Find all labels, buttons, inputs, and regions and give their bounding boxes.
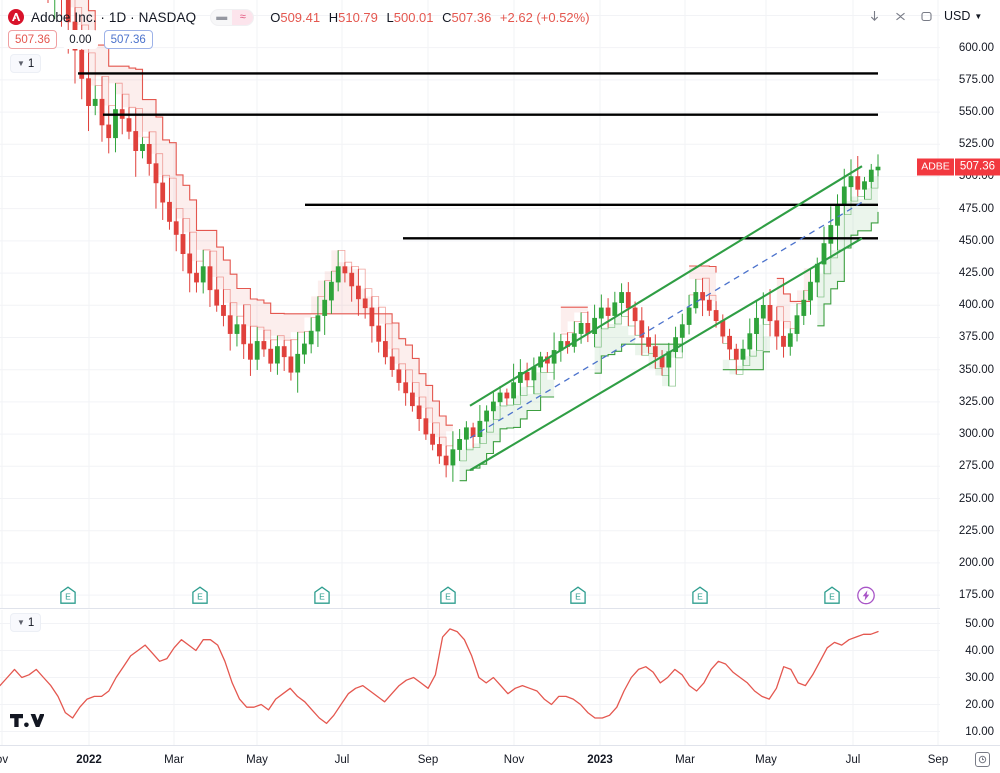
currency-label: USD <box>944 9 971 23</box>
ohlc-values: O509.41 H510.79 L500.01 C507.36 +2.62 (+… <box>270 10 589 25</box>
price-tick: 600.00 <box>958 41 994 54</box>
price-tick: 375.00 <box>958 331 994 344</box>
low-value: 500.01 <box>393 9 434 25</box>
indicator-pane-count: 1 <box>27 616 35 629</box>
price-tick: 550.00 <box>958 106 994 119</box>
open-value: 509.41 <box>280 9 321 25</box>
indicator-tick: 10.00 <box>965 725 994 738</box>
fullscreen-icon[interactable] <box>914 4 938 28</box>
supertrend-value-badge[interactable]: 507.36 <box>8 30 58 49</box>
last-price-badge[interactable]: ADBE 507.36 <box>917 158 1000 176</box>
chart-style-toggle[interactable]: ▬ ≈ <box>210 8 255 26</box>
main-pane-count: 1 <box>27 57 35 70</box>
time-tick: May <box>246 754 268 766</box>
change-value: +2.62 (+0.52%) <box>499 9 590 25</box>
svg-text:E: E <box>829 592 835 602</box>
last-price-symbol: ADBE <box>917 158 955 176</box>
time-tick: Jul <box>845 754 861 766</box>
indicator-tick: 40.00 <box>965 644 994 657</box>
lightning-bolt-icon[interactable] <box>857 586 876 605</box>
svg-text:E: E <box>575 592 581 602</box>
time-scale[interactable]: ov 2022 Mar May Jul Sep Nov 2023 Mar May Jul Sep <box>0 745 1000 773</box>
price-tick: 200.00 <box>958 556 994 569</box>
pane-divider[interactable] <box>0 608 1000 609</box>
adobe-logo-icon <box>8 9 24 25</box>
high-label: H <box>328 9 339 25</box>
price-tick: 325.00 <box>958 395 994 408</box>
heikin-ashi-style-icon[interactable]: ≈ <box>232 9 254 25</box>
earnings-marker[interactable]: E <box>60 586 77 605</box>
time-tick: Mar <box>164 754 184 766</box>
indicator-tick: 50.00 <box>965 617 994 630</box>
svg-text:E: E <box>197 592 203 602</box>
close-value: 507.36 <box>451 9 492 25</box>
main-chart-pane[interactable] <box>0 0 940 608</box>
earnings-marker[interactable]: E <box>692 586 709 605</box>
price-tick: 300.00 <box>958 428 994 441</box>
zero-value-label: 0.00 <box>63 30 98 49</box>
close-label: C <box>442 9 452 25</box>
price-tick: 250.00 <box>958 492 994 505</box>
time-tick: Mar <box>675 754 695 766</box>
ma-value-badge[interactable]: 507.36 <box>103 30 153 49</box>
time-tick: Sep <box>417 754 439 766</box>
last-price-value: 507.36 <box>954 158 1000 176</box>
open-label: O <box>270 9 281 25</box>
main-pane-collapse-button[interactable]: ▼ 1 <box>10 54 42 73</box>
time-tick: Jul <box>334 754 350 766</box>
indicator-value-badges: 507.36 0.00 507.36 <box>8 30 153 49</box>
price-tick: 575.00 <box>958 73 994 86</box>
time-tick: ov <box>0 754 9 766</box>
time-tick: Nov <box>503 754 525 766</box>
price-tick: 225.00 <box>958 524 994 537</box>
chart-legend: Adobe Inc. · 1D · NASDAQ ▬ ≈ O509.41 H51… <box>8 6 590 28</box>
time-tick: May <box>755 754 777 766</box>
low-label: L <box>386 9 394 25</box>
price-tick: 175.00 <box>958 589 994 602</box>
currency-selector[interactable]: USD ▼ <box>940 4 996 28</box>
price-tick: 525.00 <box>958 138 994 151</box>
indicator-tick: 20.00 <box>965 698 994 711</box>
time-tick: Sep <box>927 754 949 766</box>
chevron-down-icon: ▼ <box>17 58 25 68</box>
svg-text:E: E <box>65 592 71 602</box>
chevron-down-icon: ▼ <box>17 617 25 627</box>
high-value: 510.79 <box>338 9 378 25</box>
indicator-canvas <box>0 610 940 745</box>
time-tick: 2023 <box>587 754 613 766</box>
bar-style-icon[interactable]: ▬ <box>216 10 228 23</box>
chart-toolbar <box>862 4 938 28</box>
svg-text:E: E <box>445 592 451 602</box>
price-scale[interactable]: 625.00600.00575.00550.00525.00500.00475.… <box>917 0 1000 745</box>
download-icon[interactable] <box>862 4 886 28</box>
indicator-tick: 30.00 <box>965 671 994 684</box>
tradingview-logo-icon[interactable] <box>10 714 45 739</box>
time-tick: 2022 <box>76 754 102 766</box>
price-tick: 425.00 <box>958 267 994 280</box>
price-tick: 450.00 <box>958 234 994 247</box>
price-tick: 350.00 <box>958 363 994 376</box>
svg-text:E: E <box>319 592 325 602</box>
symbol-title[interactable]: Adobe Inc. · 1D · NASDAQ <box>31 9 197 25</box>
earnings-marker[interactable]: E <box>824 586 841 605</box>
earnings-marker[interactable]: E <box>314 586 331 605</box>
earnings-marker[interactable]: E <box>192 586 209 605</box>
earnings-marker[interactable]: E <box>440 586 457 605</box>
svg-text:E: E <box>697 592 703 602</box>
collapse-icon[interactable] <box>888 4 912 28</box>
chevron-down-icon: ▼ <box>974 11 983 21</box>
price-tick: 400.00 <box>958 299 994 312</box>
price-tick: 475.00 <box>958 202 994 215</box>
main-chart-canvas <box>0 0 940 608</box>
earnings-marker[interactable]: E <box>570 586 587 605</box>
clock-icon[interactable] <box>975 752 990 767</box>
price-tick: 275.00 <box>958 460 994 473</box>
indicator-pane-collapse-button[interactable]: ▼ 1 <box>10 613 42 632</box>
indicator-pane[interactable] <box>0 610 940 745</box>
